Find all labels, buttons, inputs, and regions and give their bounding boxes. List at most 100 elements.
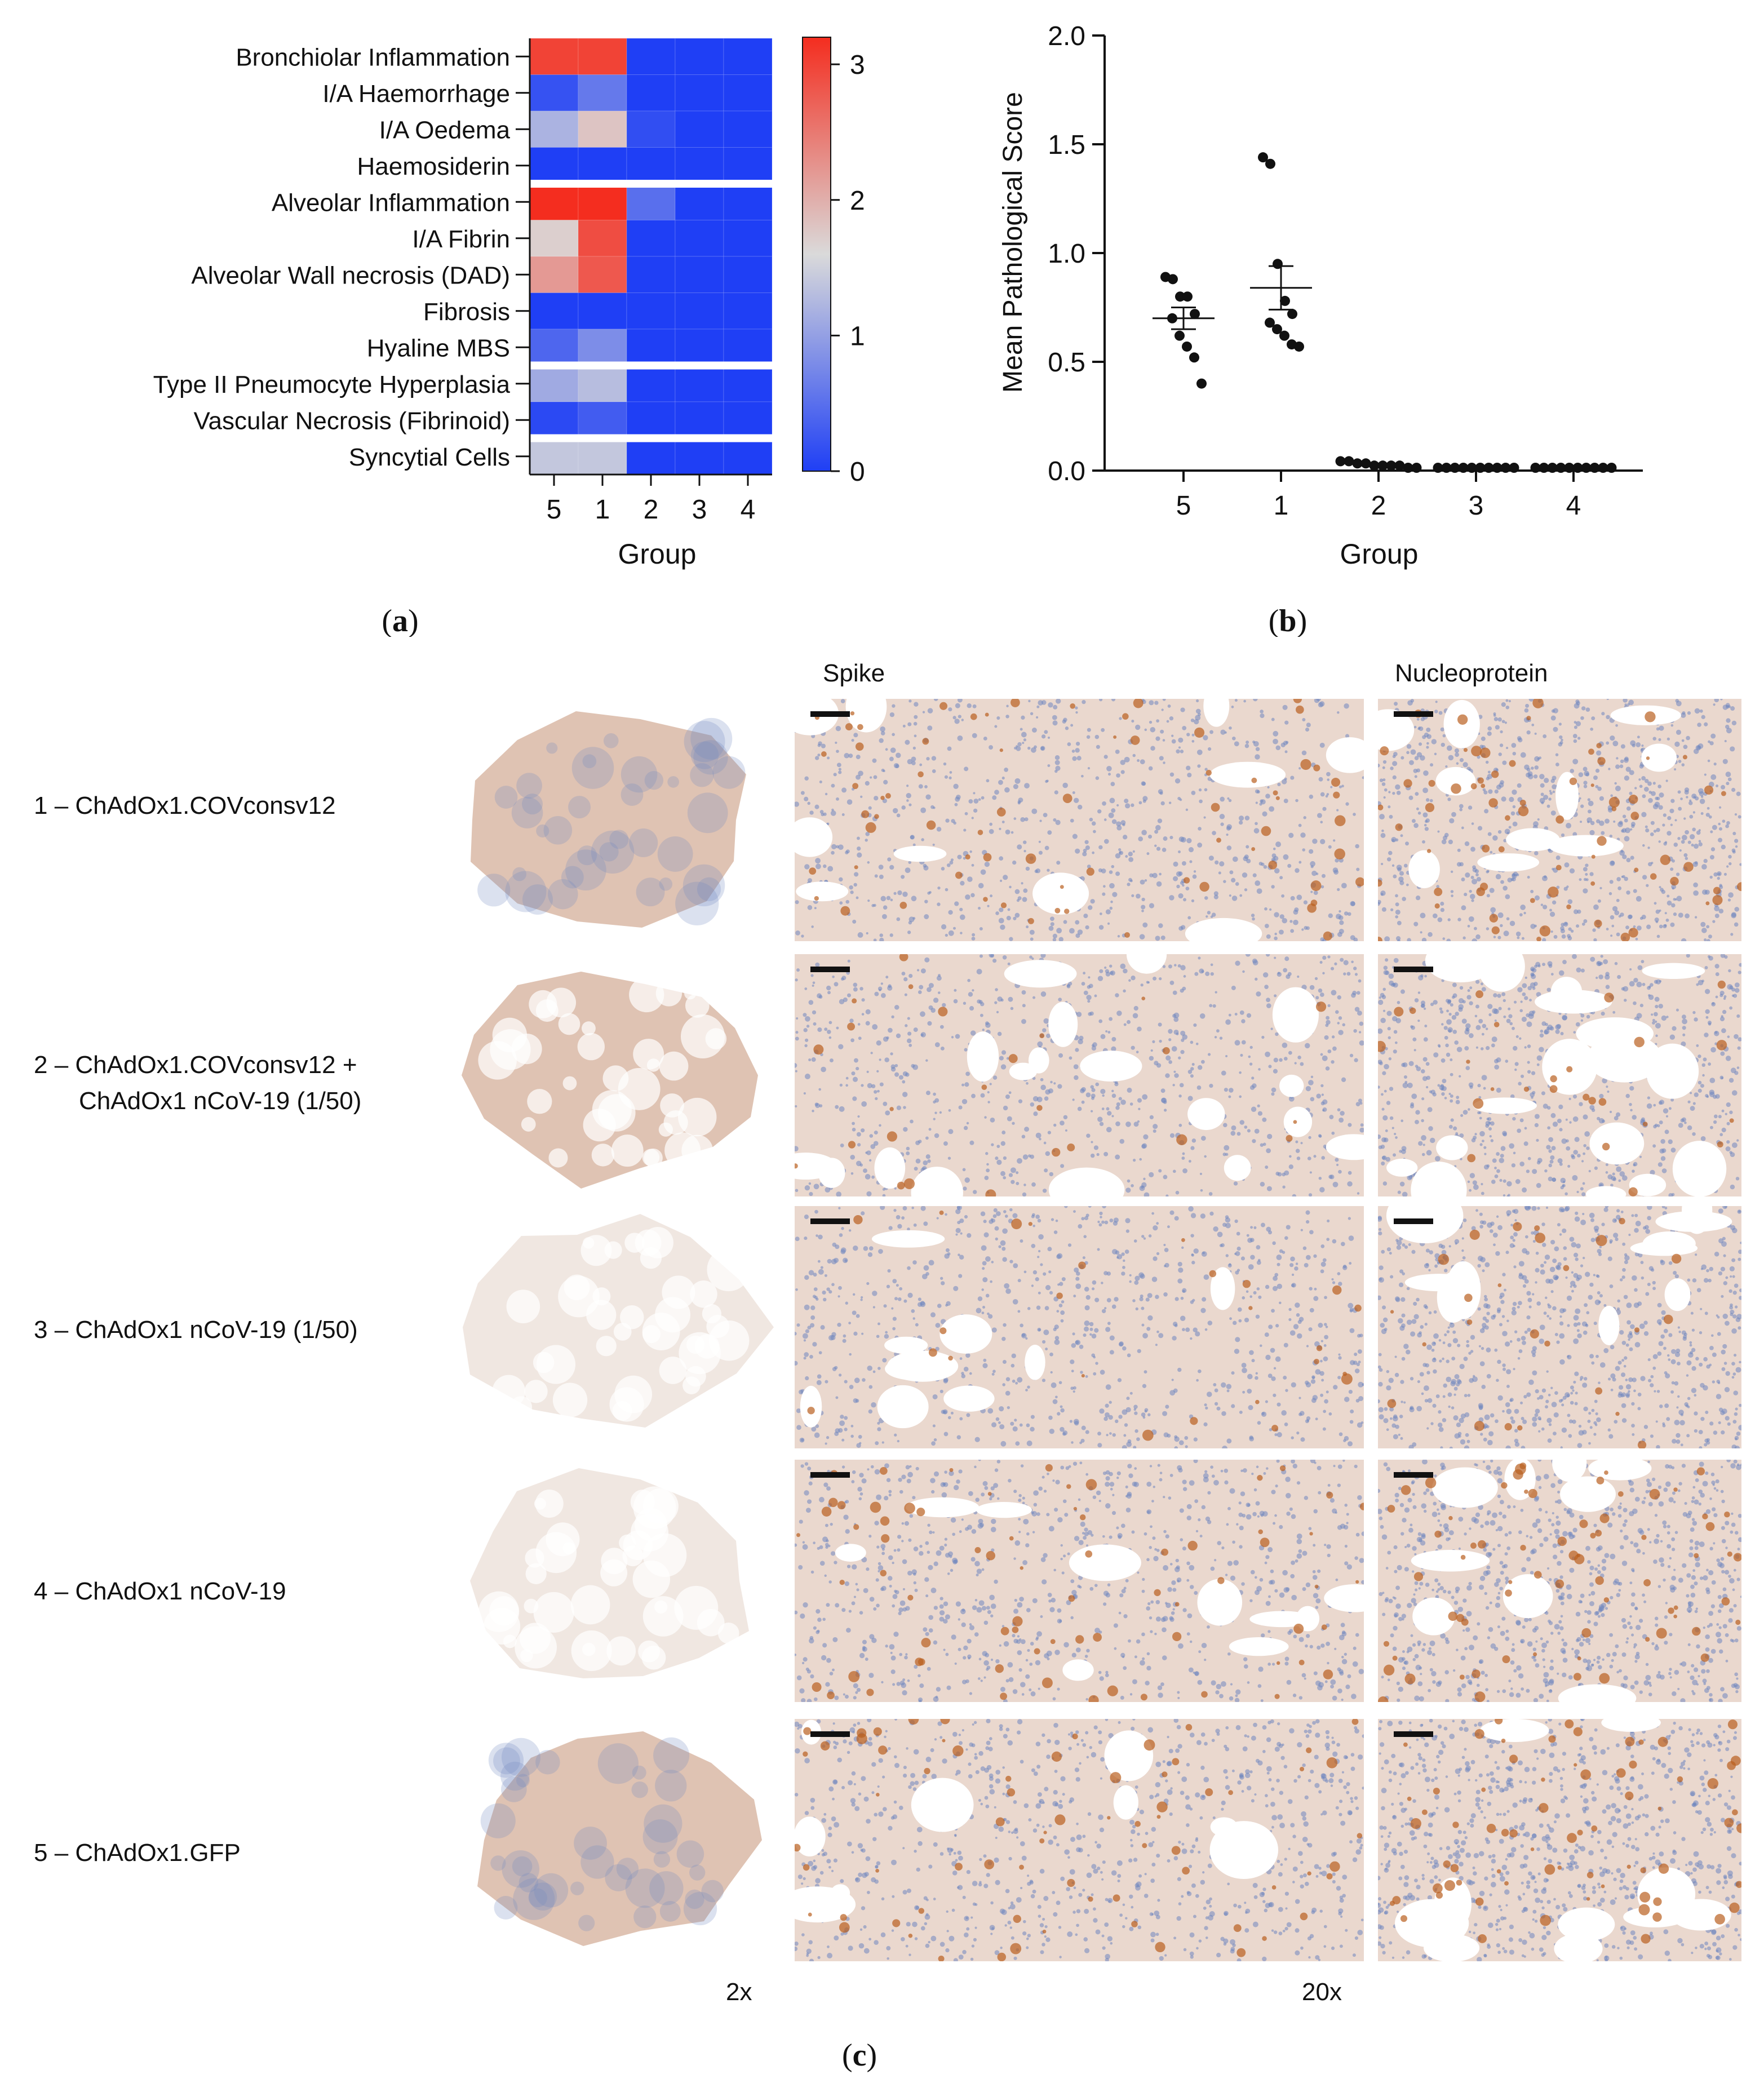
- tissue-nucleus: [814, 1296, 818, 1300]
- tissue-nucleus: [1142, 796, 1148, 801]
- tissue-nucleus: [1075, 1340, 1081, 1345]
- tissue-nucleus: [1102, 1206, 1106, 1209]
- tissue-nucleus: [810, 974, 814, 977]
- tissue-nucleus: [1338, 1356, 1342, 1360]
- stain-spot: [1473, 1098, 1484, 1109]
- tissue-nucleus: [1083, 972, 1086, 975]
- tissue-nucleus: [1120, 1099, 1126, 1105]
- tissue-nucleus: [1421, 1097, 1425, 1101]
- tissue-nucleus: [1193, 1023, 1197, 1027]
- tissue-nucleus: [1652, 737, 1656, 741]
- tissue-nucleus: [990, 1117, 995, 1123]
- tissue-nucleus: [1402, 1082, 1408, 1088]
- tissue-nucleus: [1714, 964, 1719, 969]
- tissue-nucleus: [875, 1441, 879, 1446]
- tissue-nucleus: [1026, 925, 1029, 929]
- tissue-nucleus: [1721, 1109, 1725, 1113]
- tissue-nucleus: [991, 1143, 994, 1146]
- tissue-nucleus: [1174, 964, 1177, 967]
- tissue-nucleus: [924, 957, 930, 963]
- tissue-nucleus: [1303, 816, 1306, 819]
- tissue-nucleus: [999, 856, 1004, 861]
- tissue-nucleus: [1295, 1262, 1298, 1265]
- tissue-nucleus: [839, 999, 845, 1005]
- tissue-nucleus: [1204, 1155, 1207, 1158]
- tissue-nucleus: [999, 879, 1003, 882]
- tissue-nucleus: [1001, 1336, 1006, 1341]
- tissue-nucleus: [1437, 1084, 1441, 1087]
- tissue-nucleus: [1677, 837, 1681, 840]
- tissue-nucleus: [896, 813, 901, 818]
- tissue-nucleus: [1685, 913, 1690, 919]
- tissue-nucleus: [1231, 986, 1236, 990]
- tissue-nucleus: [1444, 1097, 1447, 1100]
- tissue-nucleus: [1298, 1397, 1301, 1399]
- tissue-nucleus: [1636, 742, 1641, 747]
- tissue-nucleus: [1049, 1428, 1054, 1434]
- tissue-nucleus: [1054, 1336, 1060, 1340]
- tissue-nucleus: [1005, 715, 1009, 719]
- tissue-nucleus: [1493, 993, 1497, 998]
- tissue-nucleus: [1274, 936, 1278, 941]
- tissue-nucleus: [1058, 1053, 1063, 1058]
- tissue-nucleus: [953, 999, 958, 1004]
- tissue-nucleus: [1636, 896, 1642, 902]
- tissue-nucleus: [1472, 938, 1478, 941]
- tissue-nucleus: [1388, 850, 1393, 856]
- tissue-nucleus: [983, 737, 987, 741]
- tissue-texture: [603, 733, 619, 748]
- tissue-nucleus: [1324, 1035, 1329, 1040]
- stain-spot: [861, 810, 870, 818]
- tissue-nucleus: [1221, 1382, 1226, 1388]
- tissue-nucleus: [849, 1353, 852, 1356]
- tissue-nucleus: [1392, 791, 1395, 795]
- tissue-nucleus: [1425, 1062, 1430, 1066]
- tissue-nucleus: [815, 858, 821, 864]
- tissue-nucleus: [964, 766, 969, 772]
- tissue-nucleus: [1415, 792, 1419, 796]
- tissue-nucleus: [1655, 979, 1661, 985]
- tissue-nucleus: [1092, 1287, 1095, 1291]
- tissue-nucleus: [1583, 877, 1587, 881]
- tissue-nucleus: [1338, 1282, 1342, 1286]
- tissue-nucleus: [811, 1426, 817, 1432]
- tissue-nucleus: [1681, 938, 1687, 941]
- tissue-nucleus: [1223, 1123, 1227, 1128]
- tissue-nucleus: [1518, 1082, 1522, 1086]
- tissue-nucleus: [1204, 788, 1208, 792]
- tissue-nucleus: [1572, 1116, 1579, 1122]
- tissue-nucleus: [1537, 757, 1540, 760]
- tissue-nucleus: [1357, 1422, 1363, 1428]
- tissue-nucleus: [1003, 875, 1008, 880]
- scatter-point: [1539, 463, 1549, 473]
- tissue-nucleus: [1309, 1287, 1313, 1291]
- tissue-nucleus: [1693, 882, 1698, 888]
- tissue-nucleus: [1343, 960, 1349, 965]
- tissue-nucleus: [1338, 1169, 1342, 1174]
- tissue-nucleus: [1400, 756, 1404, 760]
- tissue-nucleus: [1291, 1382, 1296, 1388]
- tissue-nucleus: [1725, 824, 1729, 828]
- tissue-nucleus: [1269, 908, 1272, 911]
- stain-spot: [1682, 755, 1687, 760]
- tissue-nucleus: [996, 1159, 1002, 1165]
- tissue-nucleus: [1619, 764, 1624, 769]
- tissue-nucleus: [1401, 1146, 1407, 1151]
- tissue-nucleus: [1084, 1287, 1089, 1292]
- tissue-nucleus: [994, 1226, 999, 1231]
- tissue-nucleus: [1269, 1428, 1273, 1431]
- tissue-nucleus: [1128, 877, 1132, 882]
- tissue-nucleus: [871, 1175, 875, 1179]
- tissue-nucleus: [1081, 1087, 1086, 1092]
- tissue-nucleus: [1416, 807, 1419, 810]
- tissue-nucleus: [1701, 1063, 1706, 1067]
- tissue-nucleus: [1516, 873, 1519, 876]
- tissue-nucleus: [1327, 1049, 1332, 1053]
- tissue-nucleus: [835, 1244, 840, 1249]
- tissue-nucleus: [1499, 1158, 1505, 1163]
- tissue-nucleus: [998, 1245, 1001, 1248]
- tissue-nucleus: [1320, 1261, 1326, 1267]
- tissue-nucleus: [1447, 797, 1451, 801]
- tissue-nucleus: [1382, 766, 1385, 769]
- tissue-nucleus: [1597, 899, 1601, 903]
